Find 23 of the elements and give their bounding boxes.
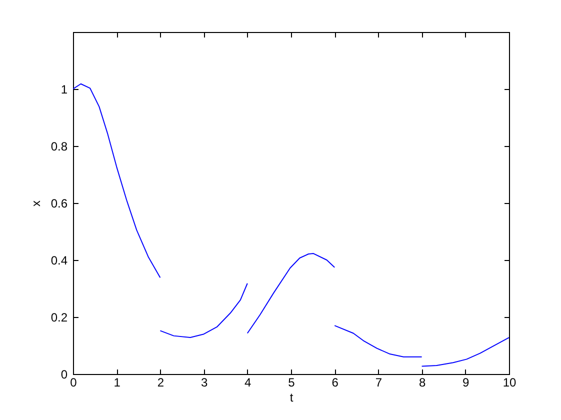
x-tick-label: 0 — [70, 376, 78, 390]
x-tick-label: 2 — [157, 376, 164, 390]
x-tick-label: 5 — [288, 376, 296, 390]
line-series — [73, 83, 161, 278]
x-tick-label: 1 — [114, 376, 121, 390]
y-tick-label: 0.6 — [50, 196, 68, 210]
x-tick-label: 10 — [502, 376, 516, 390]
x-tick-label: 9 — [462, 376, 470, 390]
x-tick-label: 3 — [200, 376, 208, 390]
y-axis-title: x — [28, 200, 43, 206]
y-tick-label: 0.2 — [50, 310, 68, 324]
line-series — [246, 252, 336, 334]
line-series — [334, 325, 422, 358]
y-tick-label: 0.8 — [50, 140, 68, 154]
x-tick-label: 7 — [375, 376, 382, 390]
x-tick-label: 4 — [244, 376, 252, 390]
y-tick-label: 0.4 — [50, 254, 68, 268]
x-axis-title: t — [290, 390, 294, 404]
x-tick-label: 6 — [332, 376, 339, 390]
y-tick-label: 1 — [60, 82, 68, 96]
line-series — [160, 282, 248, 338]
line-series — [421, 337, 509, 367]
x-tick-label: 8 — [418, 376, 426, 390]
